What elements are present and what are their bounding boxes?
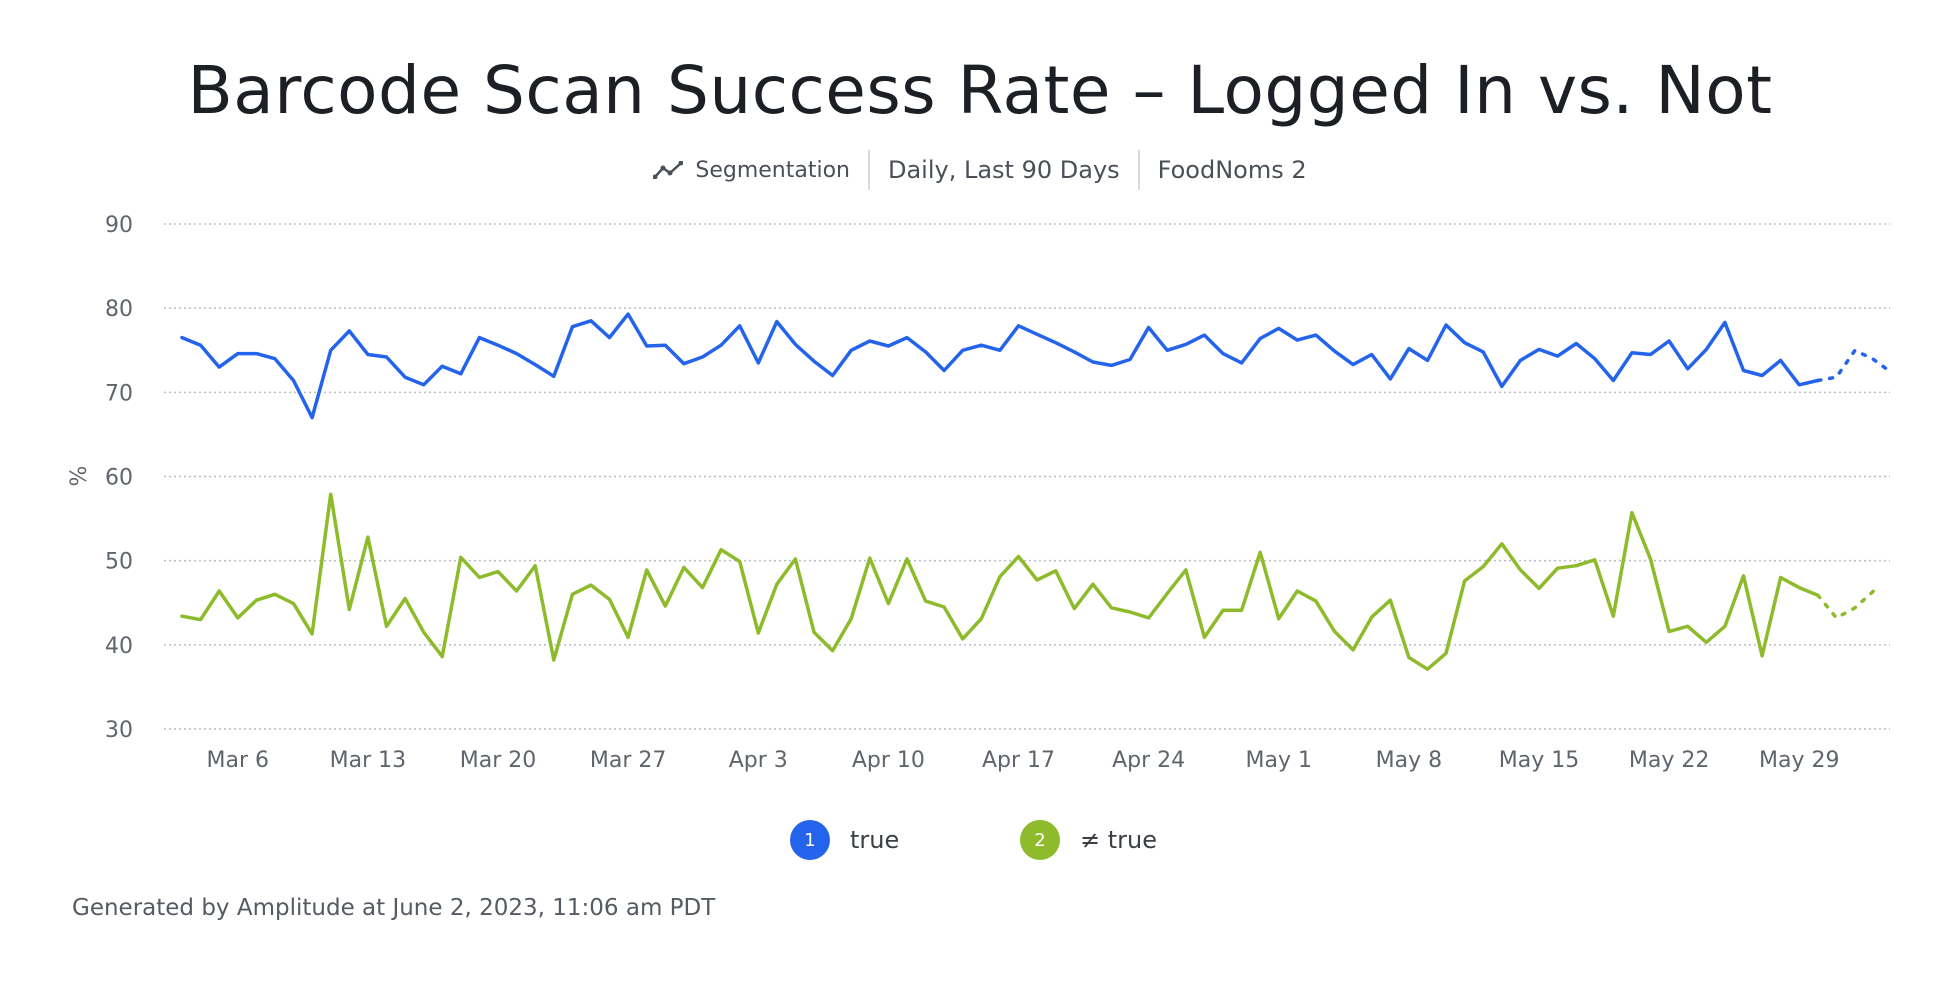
legend-label: true	[850, 826, 900, 854]
x-tick-label: Apr 17	[982, 748, 1055, 773]
x-tick-label: May 15	[1499, 748, 1579, 773]
series-line-2	[180, 492, 1820, 671]
x-tick-label: Mar 27	[590, 748, 667, 773]
y-tick-label: 40	[105, 634, 133, 659]
segmentation-line-icon	[653, 161, 684, 179]
y-tick-label: 60	[105, 466, 133, 491]
chart-title: Barcode Scan Success Rate – Logged In vs…	[187, 52, 1773, 129]
legend-badge: 1	[790, 820, 830, 860]
chart-type-label: Segmentation	[695, 157, 850, 183]
y-tick-label: 50	[105, 550, 133, 575]
x-tick-label: Mar 20	[460, 748, 537, 773]
y-tick-label: 80	[105, 297, 133, 322]
series-line-incomplete-1	[1816, 348, 1894, 383]
x-tick-label: Apr 24	[1112, 748, 1185, 773]
y-axis-label: %	[67, 466, 92, 487]
y-tick-label: 70	[105, 381, 133, 406]
generated-footer: Generated by Amplitude at June 2, 2023, …	[72, 895, 716, 921]
y-tick-label: 30	[105, 718, 133, 743]
y-tick-label: 90	[105, 213, 133, 238]
x-tick-label: May 22	[1629, 748, 1709, 773]
legend-entry-not-true[interactable]: 2 ≠ true	[1020, 820, 1170, 860]
line-chart: 90 80 70 60 50 40 30% Mar 6 Mar 13 Mar 20 Mar 27 Ap…	[67, 213, 1894, 773]
legend-badge: 2	[1020, 820, 1060, 860]
chart-type: Segmentation	[635, 158, 868, 183]
legend-entry-true[interactable]: 1 true	[790, 820, 940, 860]
x-tick-label: Apr 3	[729, 748, 788, 773]
series-line-incomplete-2	[1816, 589, 1876, 621]
legend-label: ≠ true	[1080, 826, 1157, 854]
legend: 1 true 2 ≠ true	[0, 820, 1960, 860]
chart-subtitle: Segmentation Daily, Last 90 Days FoodNom…	[0, 150, 1960, 190]
x-tick-label: May 29	[1759, 748, 1839, 773]
series-line-1	[180, 312, 1820, 420]
x-tick-label: Mar 6	[207, 748, 270, 773]
subtitle-divider	[867, 150, 870, 190]
x-tick-label: May 8	[1376, 748, 1442, 773]
subtitle-divider	[1137, 150, 1140, 190]
project-label: FoodNoms 2	[1157, 156, 1307, 184]
x-tick-label: Apr 10	[852, 748, 925, 773]
x-tick-label: May 1	[1246, 748, 1312, 773]
interval-label: Daily, Last 90 Days	[887, 156, 1120, 184]
x-tick-label: Mar 13	[330, 748, 407, 773]
